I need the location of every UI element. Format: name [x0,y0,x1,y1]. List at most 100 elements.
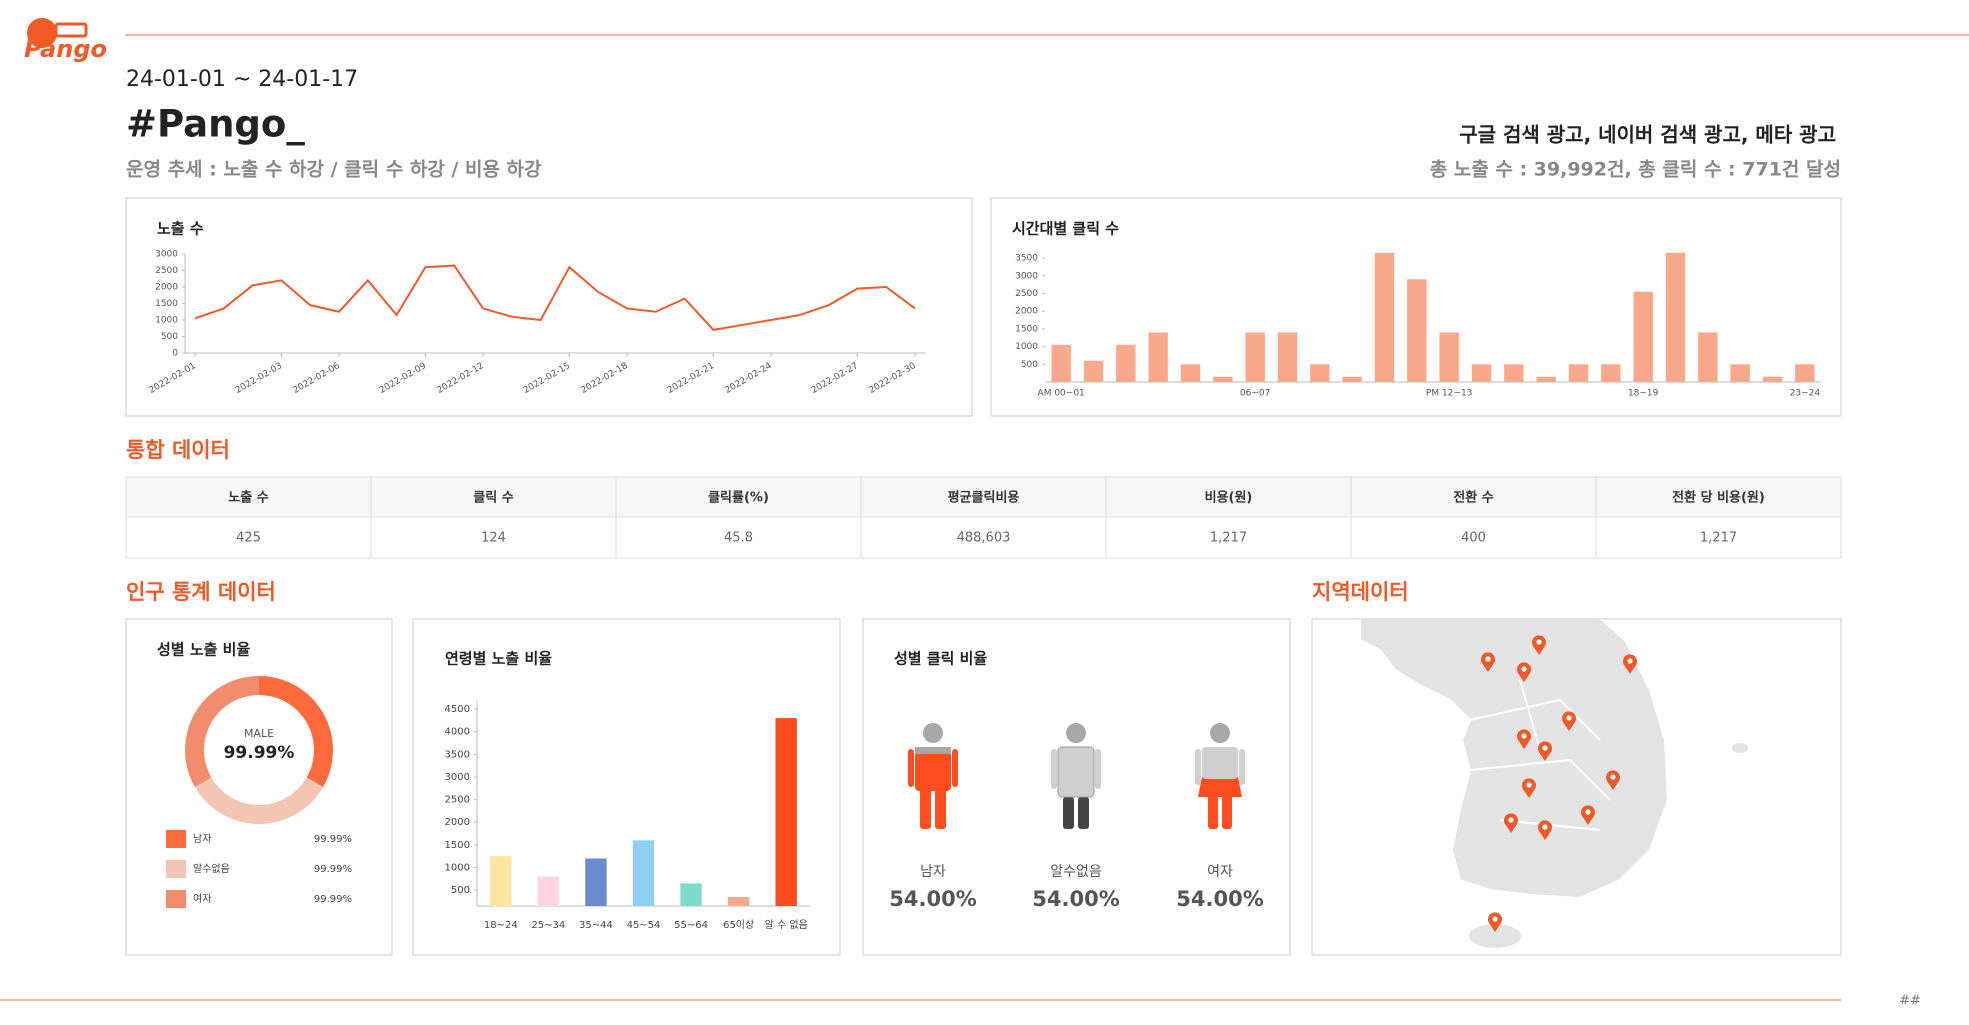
legend-label: 남자 [193,833,211,845]
x-tick-label: PM 12~13 [1426,389,1473,399]
donut-center-value: 99.99% [224,743,295,763]
bar [1730,364,1750,382]
x-tick-label: 65이상 [723,919,754,931]
y-tick-label: 500 [451,885,470,896]
table-cell: 1,217 [1210,531,1247,546]
map-pin-dot [1542,745,1548,751]
map-pin [1581,805,1595,825]
map-pin-dot [1526,782,1532,788]
map-pin [1522,778,1536,798]
bar [775,718,797,906]
pictogram-value: 54.00% [889,887,976,911]
bar [1148,332,1168,382]
y-tick-label: 3000 [445,772,470,783]
logo: Pango [24,35,107,63]
icon-head [1210,723,1230,743]
x-tick-label: 18~24 [484,920,518,931]
legend-swatch [166,890,186,908]
icon-highlight [1063,797,1089,829]
bar [1083,360,1104,382]
bar [1245,332,1265,382]
map-border [1469,679,1611,831]
map-island [1469,924,1521,948]
bar [1762,376,1783,382]
bar [1665,252,1686,382]
bar [1568,364,1589,382]
y-tick-label: 500 [161,332,178,342]
table-body [125,516,1842,559]
map-pin [1517,662,1531,682]
icon-head [923,723,943,743]
bar [1698,332,1718,382]
y-tick-label: 3500 [445,749,470,760]
chart-title: 연령별 노출 비율 [445,650,552,668]
map-pin-dot [1508,817,1514,823]
x-tick-label: 06~07 [1240,389,1270,399]
y-tick-label: 2000 [155,283,178,293]
pictogram-label: 남자 [920,864,946,880]
icon-part [1222,795,1232,829]
chart-title: 성별 클릭 비율 [894,650,987,668]
x-tick-label: 18~19 [1628,389,1659,399]
donut-segment [194,777,324,824]
line-series [194,264,916,331]
icon-highlight [908,747,958,829]
y-tick-label: 1000 [155,316,178,326]
map-pin-dot [1492,916,1498,922]
pictogram-value: 54.00% [1176,887,1263,911]
bar [1051,344,1071,382]
map-pin [1532,635,1546,655]
x-tick-label: 25~34 [531,920,565,931]
table-header: 전환 수 [1453,490,1493,506]
map-pin [1606,770,1620,790]
table-header: 클릭률(%) [708,491,769,506]
table-cell: 400 [1461,531,1486,546]
map-pin-dot [1521,666,1527,672]
y-tick-label: 1000 [445,863,470,874]
icon-arm [1095,749,1101,789]
table-cell: 1,217 [1700,531,1737,546]
icon-part [1078,797,1089,829]
legend-label: 알수없음 [193,862,230,875]
bar [490,856,512,906]
bar [1633,291,1653,382]
map-pin [1623,654,1638,674]
map-pin-dot [1521,733,1527,739]
icon-part [908,749,914,787]
pictogram-label: 여자 [1207,864,1233,880]
legend-value: 99.99% [314,894,352,905]
bar [1342,376,1362,382]
icon-part [1063,797,1074,829]
map-pin [1488,912,1502,932]
logo-mark [54,22,88,38]
bar [1374,252,1395,382]
panel [125,618,393,956]
bar [632,840,655,906]
map-pin-dot [1536,639,1542,645]
y-tick-label: 2000 [1015,307,1038,317]
x-tick-label: AM 00~01 [1038,389,1085,399]
icon-body [1057,746,1095,798]
y-tick-label: 1500 [1015,324,1038,334]
map-pins [1481,635,1638,932]
icon-part [1208,795,1218,829]
icon-arm [1195,749,1201,785]
x-tick-label: 55~64 [674,920,708,931]
bar [1213,376,1233,382]
y-tick-label: 1000 [1015,342,1038,352]
icon-part [915,747,951,791]
y-tick-label: 2500 [155,266,178,276]
icon-head [1066,723,1086,743]
bar [585,858,607,906]
x-tick-label: 알 수 없음 [765,918,808,931]
chart-title: 노출 수 [157,220,204,238]
table-header: 클릭 수 [473,491,513,506]
date-range: 24-01-01 ~ 24-01-17 [126,67,358,92]
bar [1277,332,1298,382]
y-tick-label: 3000 [155,250,178,260]
y-tick-label: 2000 [445,817,470,828]
map-pin-dot [1627,658,1633,664]
y-tick-label: 1500 [445,840,470,851]
icon-part [935,789,946,829]
